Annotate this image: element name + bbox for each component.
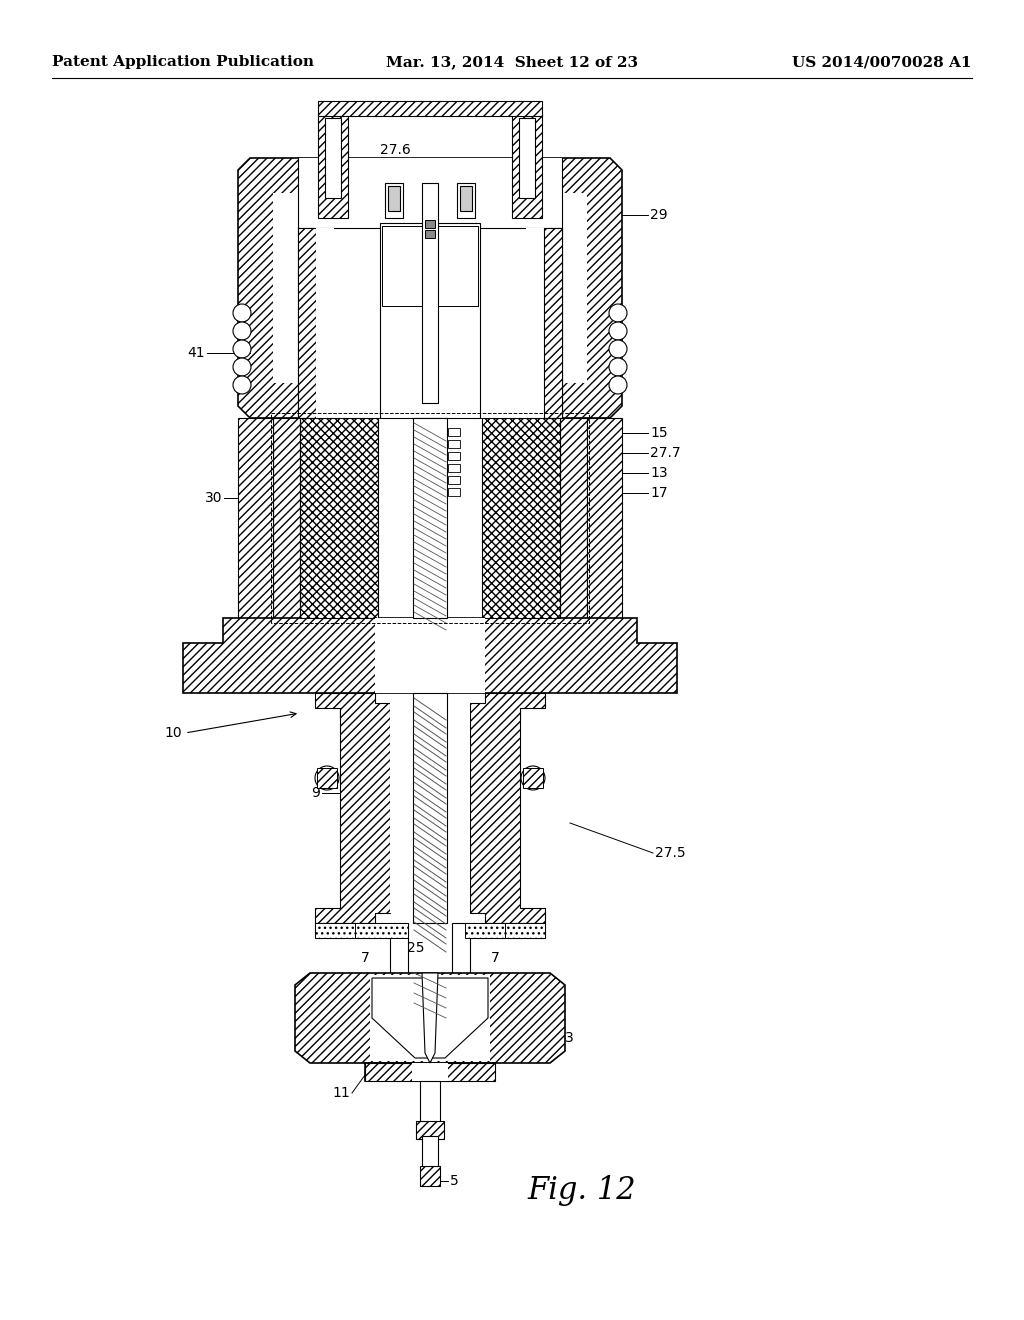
Bar bbox=[449, 440, 460, 447]
Circle shape bbox=[233, 358, 251, 376]
Bar bbox=[449, 488, 460, 496]
Polygon shape bbox=[183, 618, 677, 693]
Bar bbox=[298, 158, 562, 418]
Bar bbox=[526, 228, 544, 418]
Bar bbox=[318, 114, 348, 218]
Bar bbox=[388, 186, 400, 211]
Bar bbox=[449, 428, 460, 436]
Bar bbox=[316, 228, 334, 418]
Bar bbox=[457, 183, 475, 218]
Text: 3: 3 bbox=[565, 1031, 573, 1045]
Bar bbox=[271, 413, 589, 623]
Bar bbox=[413, 693, 447, 923]
Bar bbox=[412, 1063, 449, 1081]
Text: 23: 23 bbox=[420, 259, 437, 273]
Text: Fig. 12: Fig. 12 bbox=[527, 1175, 636, 1205]
Text: 30: 30 bbox=[205, 491, 222, 506]
Circle shape bbox=[609, 322, 627, 341]
Bar bbox=[325, 117, 341, 198]
Bar bbox=[420, 1166, 440, 1185]
Bar bbox=[422, 1137, 438, 1171]
Text: 17: 17 bbox=[650, 486, 668, 500]
Bar bbox=[315, 923, 355, 939]
Circle shape bbox=[233, 341, 251, 358]
Text: 27.6: 27.6 bbox=[380, 143, 411, 157]
Text: 15: 15 bbox=[650, 426, 668, 440]
Text: 7: 7 bbox=[490, 950, 500, 965]
Bar bbox=[425, 230, 435, 238]
Text: US 2014/0070028 A1: US 2014/0070028 A1 bbox=[793, 55, 972, 69]
Polygon shape bbox=[315, 693, 390, 923]
Bar bbox=[385, 183, 403, 218]
Bar bbox=[587, 418, 622, 618]
Circle shape bbox=[233, 304, 251, 322]
Polygon shape bbox=[422, 973, 438, 1063]
Bar bbox=[365, 1063, 495, 1081]
Text: 21: 21 bbox=[545, 550, 562, 565]
Bar bbox=[382, 226, 478, 306]
Bar bbox=[449, 451, 460, 459]
Polygon shape bbox=[372, 978, 488, 1059]
Bar bbox=[273, 193, 308, 383]
Bar bbox=[519, 117, 535, 198]
Bar bbox=[523, 768, 543, 788]
Circle shape bbox=[233, 322, 251, 341]
Text: 9: 9 bbox=[311, 785, 319, 800]
Bar bbox=[449, 477, 460, 484]
Bar bbox=[365, 1063, 495, 1081]
Polygon shape bbox=[315, 923, 408, 973]
Bar bbox=[512, 114, 542, 218]
Bar bbox=[544, 228, 562, 418]
Bar bbox=[273, 418, 300, 618]
Bar bbox=[370, 975, 490, 1061]
Bar bbox=[300, 418, 378, 618]
Text: 41: 41 bbox=[187, 346, 205, 360]
Circle shape bbox=[315, 766, 339, 789]
Circle shape bbox=[609, 358, 627, 376]
Bar bbox=[413, 418, 447, 618]
Circle shape bbox=[233, 376, 251, 393]
Bar bbox=[375, 618, 485, 693]
Bar bbox=[380, 223, 480, 418]
Polygon shape bbox=[470, 693, 545, 923]
Bar bbox=[298, 228, 316, 418]
Bar bbox=[425, 220, 435, 228]
Bar bbox=[317, 768, 337, 788]
Circle shape bbox=[609, 304, 627, 322]
Bar bbox=[460, 186, 472, 211]
Polygon shape bbox=[238, 158, 622, 418]
Bar bbox=[465, 923, 505, 939]
Text: 27.7: 27.7 bbox=[650, 446, 681, 459]
Bar bbox=[382, 226, 478, 306]
Circle shape bbox=[609, 376, 627, 393]
Circle shape bbox=[609, 341, 627, 358]
Bar bbox=[482, 418, 560, 618]
Bar bbox=[390, 704, 470, 913]
Text: 11: 11 bbox=[332, 1086, 350, 1100]
Text: 13: 13 bbox=[650, 466, 668, 480]
Text: 35: 35 bbox=[193, 651, 210, 665]
Bar bbox=[505, 923, 545, 939]
Polygon shape bbox=[295, 973, 565, 1063]
Bar bbox=[552, 193, 587, 383]
Text: 5: 5 bbox=[450, 1173, 459, 1188]
Text: 29: 29 bbox=[650, 209, 668, 222]
Text: 10: 10 bbox=[165, 726, 182, 741]
Bar bbox=[560, 418, 587, 618]
Bar bbox=[449, 465, 460, 473]
Circle shape bbox=[521, 766, 545, 789]
Text: 19: 19 bbox=[292, 550, 310, 565]
Bar bbox=[355, 923, 408, 939]
Text: 27.5: 27.5 bbox=[655, 846, 686, 861]
Text: 7: 7 bbox=[360, 950, 370, 965]
Text: Mar. 13, 2014  Sheet 12 of 23: Mar. 13, 2014 Sheet 12 of 23 bbox=[386, 55, 638, 69]
Text: 25: 25 bbox=[408, 941, 425, 954]
Bar bbox=[238, 418, 273, 618]
Bar bbox=[318, 102, 542, 116]
Polygon shape bbox=[452, 923, 545, 973]
Bar bbox=[416, 1121, 444, 1139]
Bar bbox=[420, 1081, 440, 1137]
Text: Patent Application Publication: Patent Application Publication bbox=[52, 55, 314, 69]
Bar bbox=[422, 183, 438, 403]
